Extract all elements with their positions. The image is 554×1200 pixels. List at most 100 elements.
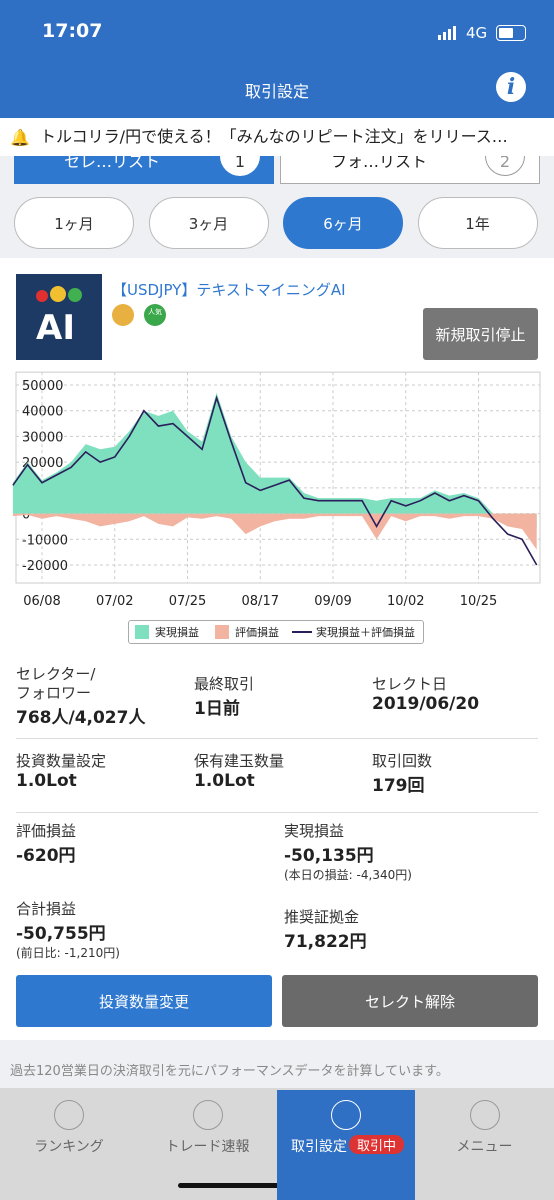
stat: 評価損益 -620円 — [16, 822, 76, 866]
icon — [112, 304, 134, 326]
header: 17:07 4G 取引設定 i — [0, 0, 554, 118]
x-tick-label: 08/17 — [242, 594, 279, 609]
change-button[interactable]: 投資数量変更 — [16, 975, 272, 1027]
line — [12, 395, 538, 566]
tab-item[interactable]: 取引設定 取引中 — [277, 1090, 415, 1200]
stat-value: 1.0Lot — [194, 771, 255, 791]
signal — [438, 26, 458, 40]
x-tick-label: 07/25 — [169, 594, 206, 609]
legend — [128, 620, 424, 644]
x-tick-label: 09/09 — [314, 594, 351, 609]
legend-label: 評価損益 — [235, 626, 279, 639]
stat-label: 推奨証拠金 — [284, 908, 360, 926]
stat-label: 最終取引 — [194, 675, 255, 693]
stat: セレクター/ フォロワー 768人/4,027人 — [16, 665, 145, 728]
divider — [16, 738, 538, 739]
stat-label: 投資数量設定 — [16, 752, 107, 770]
tab-label: メニュー — [456, 1139, 513, 1155]
stat-label: セレクト日 — [372, 675, 448, 693]
notice[interactable]: トルコリラ/円で使える！「みんなのリピート注文」をリリース… — [0, 118, 554, 156]
stat-value: -50,755円 — [16, 924, 106, 944]
stat: 合計損益 -50,755円 (前日比: -1,210円) — [16, 900, 120, 961]
stat-label: セレクター/ フォロワー — [16, 665, 96, 702]
period-button[interactable]: 3ヶ月 — [148, 197, 269, 249]
tab-label: トレード速報 — [165, 1139, 250, 1155]
plot-frame — [15, 371, 541, 584]
battery — [496, 25, 526, 41]
stat-label: 保有建玉数量 — [194, 752, 285, 770]
stat: セレクト日 2019/06/20 — [372, 675, 479, 714]
stat-value: 768人/4,027人 — [16, 708, 146, 728]
stat-label: 評価損益 — [16, 822, 77, 840]
tab-item[interactable]: ランキング — [0, 1090, 138, 1200]
stop-button[interactable]: 新規取引停止 — [423, 308, 538, 360]
period-button[interactable]: 6ヶ月 — [283, 197, 403, 249]
stat: 取引回数 179回 — [372, 752, 432, 796]
y-tick-label: -20000 — [22, 559, 68, 574]
x-tick-label: 06/08 — [23, 594, 60, 609]
stat-value: -620円 — [16, 846, 76, 866]
chart: -20000-100000100002000030000400005000006… — [12, 371, 541, 609]
tab-icon — [192, 1100, 223, 1130]
y-tick-label: 20000 — [22, 456, 63, 471]
tab-label: セレ…リスト — [64, 156, 161, 171]
tab-icon — [469, 1100, 500, 1130]
badge: 人気 — [144, 304, 166, 326]
stat: 最終取引 1日前 — [194, 675, 254, 719]
bell-icon: 🔔 — [10, 128, 30, 147]
x-tick-label: 10/25 — [460, 594, 497, 609]
tab-selected[interactable]: セレ…リスト 1 — [14, 156, 274, 184]
stat: 投資数量設定 1.0Lot — [16, 752, 106, 791]
y-tick-label: 40000 — [22, 405, 63, 420]
stat-value: 2019/06/20 — [372, 694, 480, 714]
stat-label: 取引回数 — [372, 752, 433, 770]
y-tick-label: 0 — [22, 508, 30, 523]
y-tick-label: 30000 — [22, 430, 63, 445]
stat-value: 1日前 — [194, 699, 240, 719]
tab-count: 1 — [220, 156, 260, 176]
stat-value: -50,135円 — [284, 846, 374, 866]
stat-value: 179回 — [372, 776, 425, 796]
stat-value: 71,822円 — [284, 932, 367, 952]
tab-item[interactable]: トレード速報 — [139, 1090, 277, 1200]
legend-swatch — [135, 625, 149, 639]
deselect-button[interactable]: セレクト解除 — [282, 975, 538, 1027]
stat-label: 合計損益 — [16, 900, 77, 918]
tab[interactable]: フォ…リスト 2 — [280, 156, 540, 184]
period-button[interactable]: 1ヶ月 — [14, 197, 134, 249]
time: 17:07 — [42, 20, 103, 42]
logo-text: AI — [36, 308, 75, 348]
header-title: 取引設定 — [244, 82, 309, 101]
y-tick-label: 50000 — [22, 379, 63, 394]
legend-label: 実現損益 — [155, 626, 199, 639]
y-tick-label: -10000 — [22, 533, 68, 548]
stat: 実現損益 -50,135円 (本日の損益: -4,340円) — [284, 822, 412, 883]
tab-item[interactable]: メニュー — [416, 1090, 554, 1200]
tab-label: 取引設定 — [291, 1139, 347, 1155]
tab-icon — [54, 1100, 84, 1130]
strategy-card — [0, 258, 554, 1040]
logo: AI — [16, 274, 102, 360]
info-button[interactable]: i — [496, 72, 526, 102]
divider — [16, 812, 538, 813]
stat: 推奨証拠金 71,822円 — [284, 908, 367, 952]
legend-label: 実現損益＋評価損益 — [316, 626, 415, 639]
strategy-name[interactable]: 【USDJPY】テキストマイニングAI — [112, 281, 346, 299]
stat-sub: (本日の損益: -4,340円) — [284, 868, 412, 882]
x-tick-label: 07/02 — [96, 594, 133, 609]
tab-icon — [331, 1100, 361, 1130]
tab-badge: 取引中 — [349, 1135, 405, 1154]
legend-swatch — [215, 625, 229, 639]
stat: 保有建玉数量 1.0Lot — [194, 752, 284, 791]
tab-label: ランキング — [34, 1139, 104, 1155]
legend-line — [292, 631, 312, 633]
period-button[interactable]: 1年 — [417, 197, 538, 249]
x-tick-label: 10/02 — [387, 594, 424, 609]
stat-label: 実現損益 — [284, 822, 345, 840]
note: 過去120営業日の決済取引を元にパフォーマンスデータを計算しています。 — [10, 1064, 449, 1079]
tab-label: フォ…リスト — [331, 156, 428, 171]
tab-count: 2 — [485, 156, 525, 176]
network: 4G — [466, 24, 488, 42]
area — [12, 513, 537, 550]
